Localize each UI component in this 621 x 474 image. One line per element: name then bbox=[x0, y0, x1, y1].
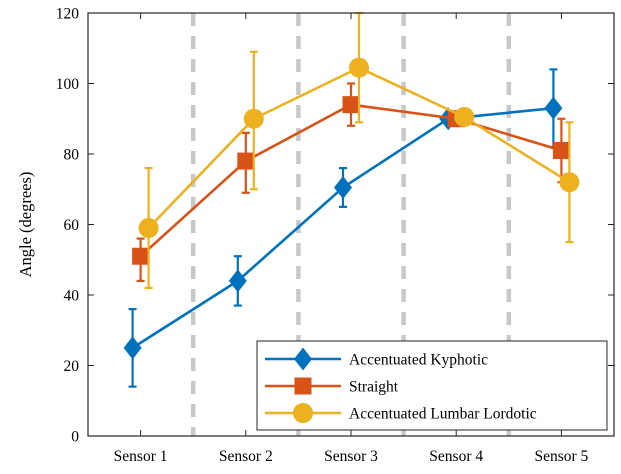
legend: Accentuated Kyphotic Straight Accentuated … bbox=[256, 340, 608, 431]
y-tick-label: 0 bbox=[71, 429, 79, 446]
x-tick-label: Sensor 3 bbox=[324, 448, 378, 465]
data-point bbox=[342, 96, 360, 114]
x-tick-label: Sensor 1 bbox=[114, 448, 168, 465]
y-tick-label: 120 bbox=[56, 6, 80, 23]
x-tick-label: Sensor 4 bbox=[429, 448, 483, 465]
legend-marker bbox=[293, 403, 313, 423]
series-accentuated-lumbar-lordotic bbox=[138, 11, 580, 290]
x-axis: Sensor 1 Sensor 2 Sensor 3 Sensor 4 Sensor 5 bbox=[114, 13, 589, 465]
data-point bbox=[544, 96, 563, 120]
y-tick-label: 80 bbox=[64, 147, 80, 164]
y-axis-label: Angle (degrees) bbox=[16, 172, 35, 278]
y-tick-label: 40 bbox=[64, 288, 80, 305]
series-accentuated-kyphotic bbox=[123, 68, 563, 388]
series-line bbox=[139, 103, 562, 258]
series-line bbox=[131, 106, 554, 349]
series-layer bbox=[123, 11, 580, 388]
data-point bbox=[349, 57, 369, 78]
legend-label: Accentuated Lumbar Lordotic bbox=[349, 406, 537, 423]
x-tick-label: Sensor 2 bbox=[219, 448, 273, 465]
data-point bbox=[123, 336, 142, 360]
data-point bbox=[334, 175, 352, 199]
legend-marker bbox=[294, 347, 312, 371]
data-point bbox=[228, 269, 247, 293]
legend-label: Straight bbox=[349, 379, 399, 396]
data-point bbox=[243, 108, 264, 129]
legend-marker bbox=[294, 377, 312, 395]
y-tick-label: 60 bbox=[64, 217, 80, 234]
y-tick-label: 20 bbox=[64, 358, 80, 375]
data-point bbox=[237, 152, 255, 170]
y-tick-label: 100 bbox=[56, 76, 80, 93]
data-point bbox=[454, 106, 475, 127]
data-point bbox=[132, 247, 150, 265]
data-point bbox=[559, 172, 580, 193]
data-point bbox=[138, 218, 159, 239]
legend-label: Accentuated Kyphotic bbox=[349, 352, 488, 369]
x-tick-label: Sensor 5 bbox=[534, 448, 588, 465]
y-axis: 0 20 40 60 80 100 120 bbox=[56, 6, 614, 446]
data-point bbox=[552, 141, 570, 159]
